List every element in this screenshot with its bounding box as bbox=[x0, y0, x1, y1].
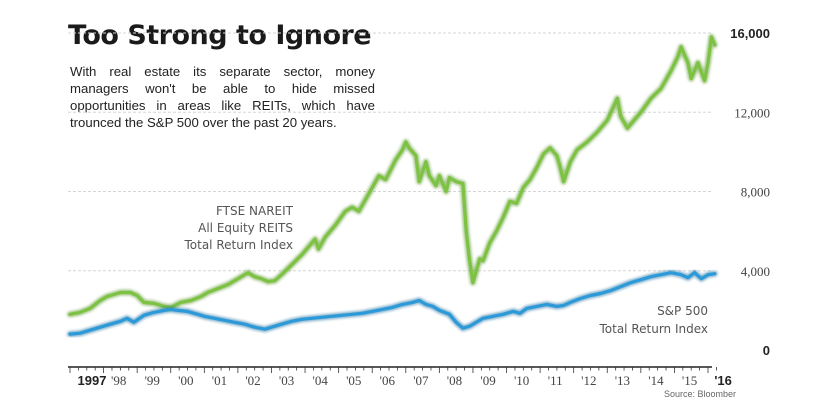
sp500-series-label-line-1: S&P 500 bbox=[657, 304, 708, 318]
sp500-series-line bbox=[68, 271, 717, 336]
y-tick-label: 16,000 bbox=[730, 26, 770, 41]
reit-series-label-line-3: Total Return Index bbox=[183, 238, 293, 252]
chart-subtitle: With real estate its separate sector, mo… bbox=[70, 64, 375, 130]
x-tick-label: 1997 bbox=[78, 373, 107, 388]
x-tick-label: '98 bbox=[111, 373, 126, 388]
source-note: Source: Bloomber bbox=[664, 389, 736, 399]
y-tick-label: 4,000 bbox=[741, 264, 770, 279]
chart-title: Too Strong to Ignore bbox=[68, 20, 372, 51]
x-tick-label: '02 bbox=[245, 373, 260, 388]
reit-series-label-line-1: FTSE NAREIT bbox=[216, 204, 294, 218]
x-tick-label: '01 bbox=[212, 373, 227, 388]
x-tick-label: '07 bbox=[413, 373, 429, 388]
x-tick-label: '14 bbox=[648, 373, 664, 388]
x-tick-label: '11 bbox=[548, 373, 563, 388]
x-tick-label: '03 bbox=[279, 373, 294, 388]
x-tick-label: '05 bbox=[346, 373, 361, 388]
x-tick-label: '12 bbox=[581, 373, 596, 388]
x-tick-label: '16 bbox=[714, 373, 732, 388]
x-tick-label: '00 bbox=[178, 373, 193, 388]
y-tick-label: 0 bbox=[763, 343, 770, 358]
x-tick-label: '06 bbox=[380, 373, 396, 388]
reit-series-label-line-2: All Equity REITS bbox=[198, 221, 293, 235]
series-halo bbox=[67, 34, 718, 318]
x-tick-label: '15 bbox=[682, 373, 697, 388]
x-tick-label: '13 bbox=[615, 373, 630, 388]
x-tick-label: '10 bbox=[514, 373, 529, 388]
x-tick-label: '09 bbox=[480, 373, 495, 388]
x-tick-label: '99 bbox=[145, 373, 160, 388]
x-tick-label: '04 bbox=[312, 373, 328, 388]
sp500-series-label-line-2: Total Return Index bbox=[598, 322, 708, 336]
y-tick-label: 8,000 bbox=[741, 185, 770, 200]
x-tick-label: '08 bbox=[447, 373, 462, 388]
y-tick-label: 12,000 bbox=[734, 105, 770, 120]
reit-series-line bbox=[68, 35, 717, 316]
